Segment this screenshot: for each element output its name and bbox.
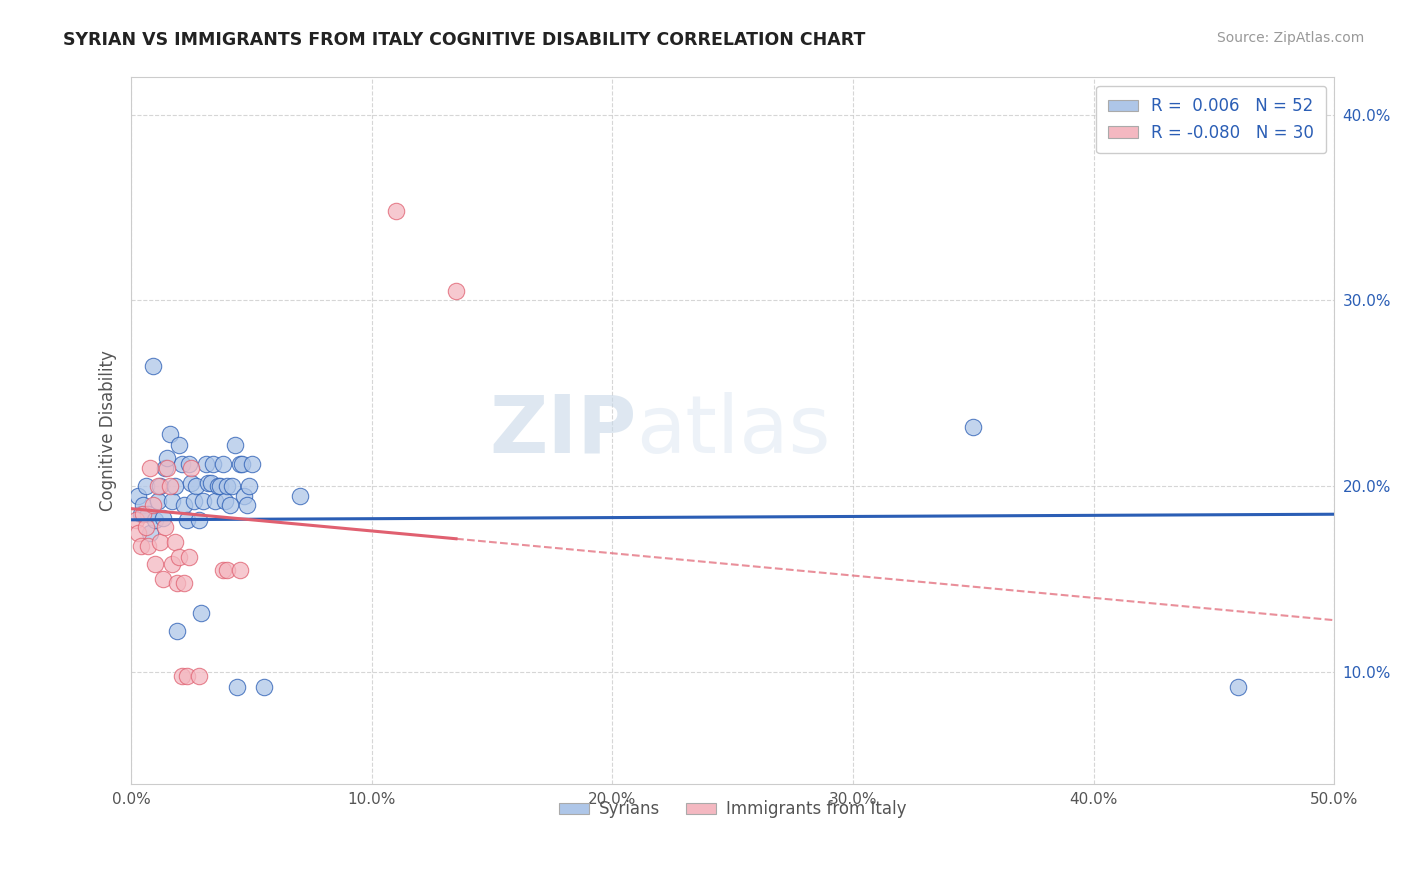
Point	[163, 535, 186, 549]
Point	[129, 507, 152, 521]
Point	[186, 479, 208, 493]
Point	[187, 669, 209, 683]
Point	[207, 479, 229, 493]
Point	[444, 284, 467, 298]
Point	[127, 489, 149, 503]
Point	[240, 457, 263, 471]
Point	[160, 558, 183, 572]
Point	[217, 563, 239, 577]
Point	[177, 549, 200, 564]
Point	[226, 680, 249, 694]
Point	[221, 479, 243, 493]
Point	[163, 479, 186, 493]
Text: SYRIAN VS IMMIGRANTS FROM ITALY COGNITIVE DISABILITY CORRELATION CHART: SYRIAN VS IMMIGRANTS FROM ITALY COGNITIV…	[63, 31, 866, 49]
Point	[152, 572, 174, 586]
Point	[228, 563, 250, 577]
Point	[139, 460, 162, 475]
Point	[385, 204, 408, 219]
Point	[202, 457, 225, 471]
Point	[156, 451, 179, 466]
Point	[152, 511, 174, 525]
Point	[194, 457, 217, 471]
Point	[153, 520, 176, 534]
Point	[224, 438, 246, 452]
Point	[142, 498, 165, 512]
Point	[143, 513, 166, 527]
Point	[209, 479, 232, 493]
Legend: Syrians, Immigrants from Italy: Syrians, Immigrants from Italy	[553, 794, 912, 825]
Point	[127, 525, 149, 540]
Point	[193, 494, 215, 508]
Point	[190, 606, 212, 620]
Point	[169, 549, 191, 564]
Point	[211, 563, 233, 577]
Point	[149, 535, 172, 549]
Point	[197, 475, 219, 490]
Text: atlas: atlas	[637, 392, 831, 469]
Point	[125, 513, 148, 527]
Point	[173, 498, 195, 512]
Point	[219, 498, 242, 512]
Point	[173, 576, 195, 591]
Point	[180, 460, 202, 475]
Point	[146, 479, 169, 493]
Point	[166, 576, 188, 591]
Point	[156, 460, 179, 475]
Point	[238, 479, 260, 493]
Point	[233, 489, 256, 503]
Point	[200, 475, 222, 490]
Point	[143, 558, 166, 572]
Point	[177, 457, 200, 471]
Point	[159, 427, 181, 442]
Point	[135, 520, 157, 534]
Point	[169, 438, 191, 452]
Point	[228, 457, 250, 471]
Point	[170, 669, 193, 683]
Point	[231, 457, 253, 471]
Point	[962, 420, 984, 434]
Y-axis label: Cognitive Disability: Cognitive Disability	[100, 351, 117, 511]
Point	[160, 494, 183, 508]
Point	[288, 489, 311, 503]
Point	[180, 475, 202, 490]
Point	[176, 513, 198, 527]
Point	[176, 669, 198, 683]
Text: Source: ZipAtlas.com: Source: ZipAtlas.com	[1216, 31, 1364, 45]
Point	[146, 494, 169, 508]
Point	[132, 498, 155, 512]
Point	[217, 479, 239, 493]
Point	[132, 507, 155, 521]
Point	[153, 460, 176, 475]
Point	[139, 525, 162, 540]
Point	[183, 494, 205, 508]
Point	[129, 539, 152, 553]
Text: ZIP: ZIP	[489, 392, 637, 469]
Point	[235, 498, 257, 512]
Point	[214, 494, 236, 508]
Point	[252, 680, 274, 694]
Point	[149, 479, 172, 493]
Point	[1226, 680, 1249, 694]
Point	[170, 457, 193, 471]
Point	[142, 359, 165, 373]
Point	[204, 494, 226, 508]
Point	[187, 513, 209, 527]
Point	[136, 507, 159, 521]
Point	[135, 479, 157, 493]
Point	[166, 624, 188, 639]
Point	[136, 539, 159, 553]
Point	[159, 479, 181, 493]
Point	[211, 457, 233, 471]
